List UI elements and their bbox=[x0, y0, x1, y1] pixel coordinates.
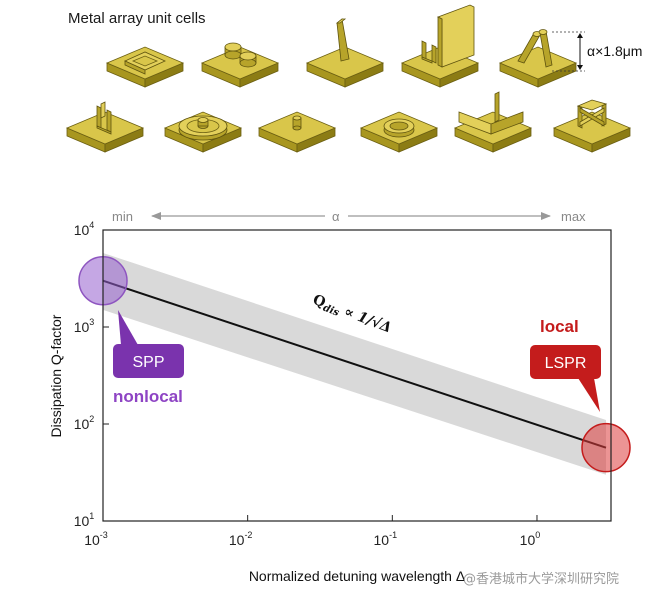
trend-line bbox=[102, 279, 607, 449]
lspr-marker bbox=[581, 422, 631, 473]
lspr-callout: LSPR local bbox=[530, 317, 601, 412]
x-axis-label: Normalized detuning wavelength Δ bbox=[249, 568, 465, 584]
nonlocal-label: nonlocal bbox=[113, 387, 183, 406]
alpha-min-label: min bbox=[112, 209, 133, 224]
x-tick-label: 10-3 bbox=[84, 530, 108, 548]
unit-cell-u-wall bbox=[400, 4, 480, 88]
height-label: α×1.8μm bbox=[587, 43, 642, 59]
y-axis-label: Dissipation Q-factor bbox=[48, 314, 64, 437]
lspr-label: LSPR bbox=[545, 355, 587, 372]
unit-cell-twin-disks bbox=[200, 42, 280, 88]
unit-cell-ring bbox=[359, 111, 439, 153]
alpha-scale: min α max bbox=[112, 209, 586, 224]
unit-cell-single-pillar bbox=[257, 111, 337, 153]
y-tick-label: 102 bbox=[74, 414, 95, 432]
x-tick-label: 100 bbox=[520, 530, 541, 548]
local-label: local bbox=[540, 317, 579, 336]
x-tick-label: 10-1 bbox=[374, 530, 398, 548]
unit-cell-l-walls bbox=[453, 91, 533, 153]
y-tick-label: 101 bbox=[74, 511, 95, 529]
q-factor-chart: 10-3 10-2 10-1 100 101 102 103 104 Normalized d… bbox=[48, 220, 631, 584]
unit-cell-tilted-blade bbox=[305, 18, 385, 88]
spp-label: SPP bbox=[132, 354, 164, 371]
height-annotation: α×1.8μm bbox=[552, 31, 642, 72]
spp-callout: SPP nonlocal bbox=[113, 310, 184, 406]
unit-cell-tilted-pillars bbox=[498, 29, 578, 88]
unit-cell-concentric-rings bbox=[163, 111, 243, 153]
y-tick-label: 104 bbox=[74, 220, 95, 238]
unit-cell-cross-frame bbox=[552, 99, 632, 153]
alpha-symbol: α bbox=[332, 209, 340, 224]
unit-cells-heading: Metal array unit cells bbox=[68, 10, 206, 27]
y-tick-label: 103 bbox=[74, 317, 95, 335]
watermark: @香港城市大学深圳研究院 bbox=[463, 571, 619, 587]
alpha-max-label: max bbox=[561, 209, 586, 224]
unit-cell-square-ring bbox=[105, 46, 185, 88]
plot-frame bbox=[102, 229, 612, 522]
unit-cell-u-post bbox=[65, 101, 145, 153]
x-tick-label: 10-2 bbox=[229, 530, 253, 548]
